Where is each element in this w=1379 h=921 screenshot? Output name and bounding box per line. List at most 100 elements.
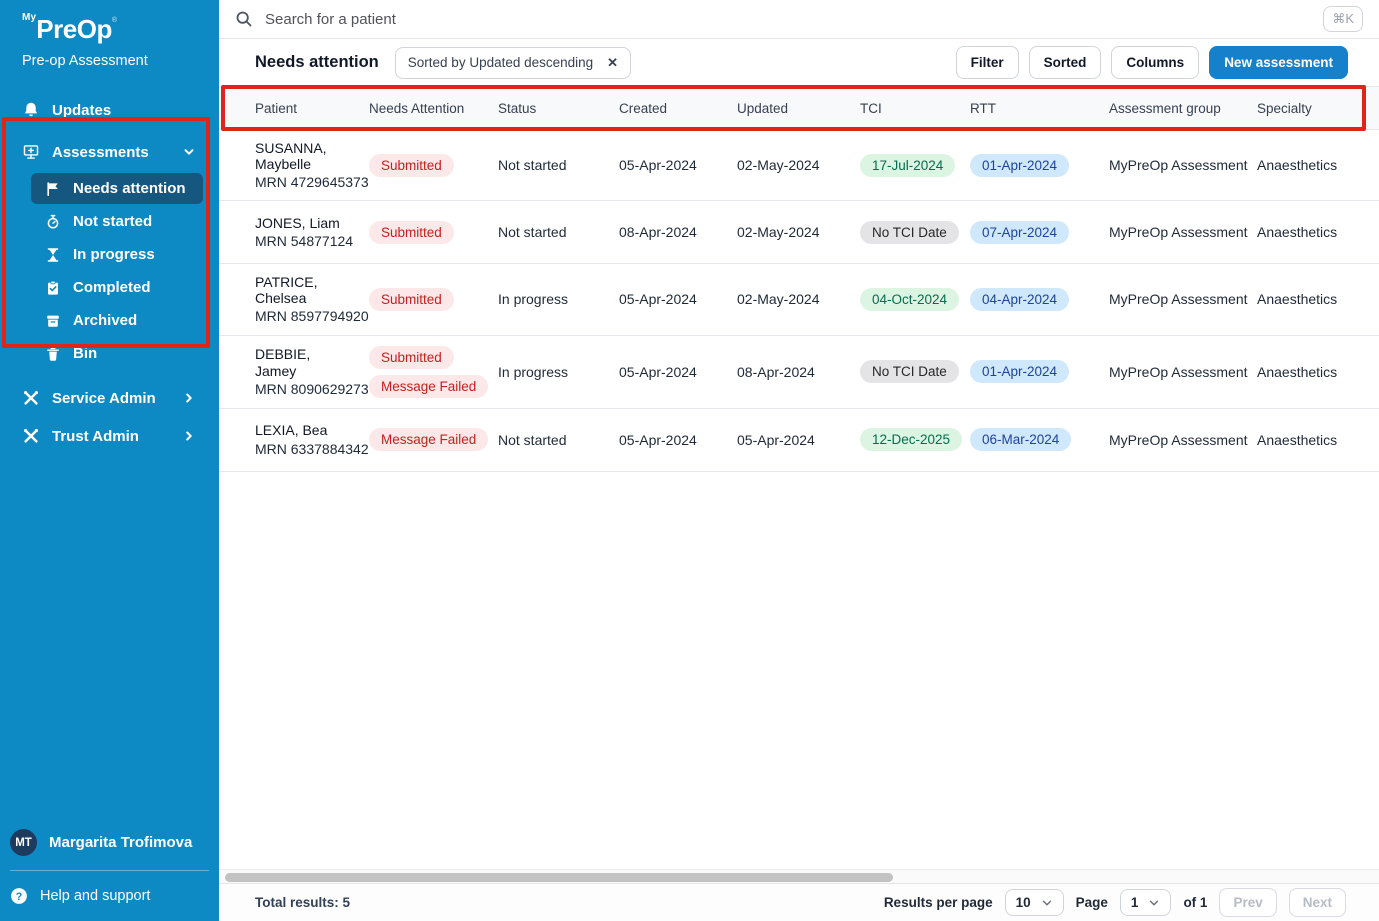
column-header[interactable]: Specialty bbox=[1257, 100, 1312, 116]
sidebar-item-needs-attention[interactable]: Needs attention bbox=[31, 173, 203, 204]
tci-cell: No TCI Date bbox=[860, 220, 970, 244]
column-header[interactable]: Created bbox=[619, 100, 668, 116]
updated-cell: 08-Apr-2024 bbox=[737, 363, 815, 380]
pagination-controls: Results per page 10 Page 1 of 1 Prev Nex… bbox=[884, 888, 1346, 917]
rtt-badge: 06-Mar-2024 bbox=[970, 428, 1072, 452]
content-spacer bbox=[219, 472, 1379, 869]
created-cell: 05-Apr-2024 bbox=[619, 431, 697, 448]
sort-chip[interactable]: Sorted by Updated descending ✕ bbox=[394, 46, 632, 79]
sidebar-item-updates[interactable]: Updates bbox=[0, 91, 219, 129]
stopwatch-icon bbox=[47, 214, 59, 229]
filter-button[interactable]: Filter bbox=[955, 46, 1019, 79]
tci-badge: 12-Dec-2025 bbox=[860, 428, 963, 452]
sidebar-item-assessments[interactable]: Assessments bbox=[0, 133, 219, 171]
search-icon bbox=[236, 11, 252, 27]
table-row[interactable]: SUSANNA, Maybelle MRN 4729645373 Submitted… bbox=[219, 130, 1379, 202]
help-and-support[interactable]: ? Help and support bbox=[0, 873, 219, 921]
column-header[interactable]: RTT bbox=[970, 100, 996, 116]
patient-mrn: MRN 4729645373 bbox=[255, 174, 369, 191]
assessment-group-cell: MyPreOp Assessment bbox=[1109, 431, 1248, 448]
sidebar-item-bin[interactable]: Bin bbox=[31, 338, 203, 369]
sidebar-item-label: Service Admin bbox=[52, 389, 156, 407]
table-row[interactable]: PATRICE, Chelsea MRN 8597794920 Submitted I… bbox=[219, 264, 1379, 336]
status-cell: Not started bbox=[498, 157, 567, 174]
specialty-cell: Anaesthetics bbox=[1257, 291, 1338, 308]
chip-close-icon[interactable]: ✕ bbox=[607, 54, 619, 70]
updated-cell: 05-Apr-2024 bbox=[737, 431, 815, 448]
tci-cell: 17-Jul-2024 bbox=[860, 153, 970, 177]
sorted-button[interactable]: Sorted bbox=[1028, 46, 1102, 79]
sidebar-item-label: Bin bbox=[73, 345, 98, 362]
tci-cell: 12-Dec-2025 bbox=[860, 428, 970, 452]
sidebar-item-label: In progress bbox=[73, 246, 155, 263]
tci-badge: 04-Oct-2024 bbox=[860, 287, 960, 311]
patient-cell: LEXIA, Bea MRN 6337884342 bbox=[255, 422, 369, 456]
bell-icon bbox=[24, 102, 38, 117]
created-cell: 05-Apr-2024 bbox=[619, 157, 697, 174]
sidebar-item-label: Needs attention bbox=[73, 180, 186, 197]
column-header[interactable]: Updated bbox=[737, 100, 789, 116]
assessment-group-cell: MyPreOp Assessment bbox=[1109, 291, 1248, 308]
sidebar-item-service-admin[interactable]: Service Admin bbox=[0, 379, 219, 417]
needs-attention-cell: Submitted bbox=[369, 287, 498, 311]
app-subtitle: Pre-op Assessment bbox=[22, 53, 148, 69]
patient-name: DEBBIE, Jamey bbox=[255, 346, 311, 379]
next-page-button[interactable]: Next bbox=[1288, 888, 1346, 917]
archive-icon bbox=[47, 315, 59, 327]
sidebar-item-label: Not started bbox=[73, 213, 153, 230]
needs-attention-cell: Submitted bbox=[369, 220, 498, 244]
search-input[interactable] bbox=[265, 10, 1312, 28]
column-header[interactable]: Status bbox=[498, 100, 537, 116]
tci-cell: 04-Oct-2024 bbox=[860, 287, 970, 311]
status-cell: In progress bbox=[498, 291, 569, 308]
table-row[interactable]: LEXIA, Bea MRN 6337884342 Message Failed No… bbox=[219, 409, 1379, 472]
page-value: 1 bbox=[1130, 895, 1139, 910]
column-header[interactable]: Patient bbox=[255, 100, 298, 116]
table-row[interactable]: JONES, Liam MRN 54877124 Submitted Not star… bbox=[219, 201, 1379, 265]
flag-icon bbox=[47, 181, 58, 196]
sidebar-item-not-started[interactable]: Not started bbox=[31, 206, 203, 237]
patient-mrn: MRN 6337884342 bbox=[255, 440, 369, 457]
patient-cell: SUSANNA, Maybelle MRN 4729645373 bbox=[255, 140, 369, 190]
column-header[interactable]: TCI bbox=[860, 100, 882, 116]
columns-button[interactable]: Columns bbox=[1111, 46, 1200, 79]
specialty-cell: Anaesthetics bbox=[1257, 363, 1338, 380]
sidebar-item-label: Completed bbox=[73, 279, 151, 296]
updated-cell: 02-May-2024 bbox=[737, 157, 820, 174]
rtt-cell: 07-Apr-2024 bbox=[970, 220, 1109, 244]
column-header[interactable]: Needs Attention bbox=[369, 100, 465, 116]
sidebar: MyPreOp® Pre-op Assessment Updates Asses… bbox=[0, 0, 219, 921]
results-per-page-select[interactable]: 10 bbox=[1004, 889, 1064, 916]
user-menu[interactable]: MT Margarita Trofimova bbox=[0, 817, 219, 868]
logo-trademark: ® bbox=[111, 17, 117, 24]
table-row[interactable]: DEBBIE, Jamey MRN 8090629273 Submitted Mess… bbox=[219, 336, 1379, 409]
horizontal-scrollbar-track[interactable] bbox=[219, 869, 1379, 884]
chevron-right-icon bbox=[186, 393, 192, 403]
needs-attention-badge: Message Failed bbox=[369, 374, 489, 398]
new-assessment-button[interactable]: New assessment bbox=[1209, 46, 1348, 79]
per-page-value: 10 bbox=[1015, 895, 1031, 910]
table-body: SUSANNA, Maybelle MRN 4729645373 Submitted… bbox=[219, 130, 1379, 472]
page-label: Page bbox=[1075, 895, 1108, 910]
rtt-cell: 01-Apr-2024 bbox=[970, 360, 1109, 384]
sidebar-item-archived[interactable]: Archived bbox=[31, 305, 203, 336]
keyboard-shortcut-badge: ⌘K bbox=[1323, 6, 1363, 32]
sidebar-item-label: Archived bbox=[73, 312, 138, 329]
patient-mrn: MRN 54877124 bbox=[255, 233, 354, 250]
sidebar-item-trust-admin[interactable]: Trust Admin bbox=[0, 417, 219, 455]
rtt-cell: 01-Apr-2024 bbox=[970, 153, 1109, 177]
sidebar-item-label: Trust Admin bbox=[52, 427, 139, 445]
sidebar-item-label: Assessments bbox=[52, 143, 149, 161]
sidebar-item-in-progress[interactable]: In progress bbox=[31, 239, 203, 270]
page-select[interactable]: 1 bbox=[1119, 889, 1172, 916]
rtt-badge: 07-Apr-2024 bbox=[970, 220, 1070, 244]
updated-cell: 02-May-2024 bbox=[737, 224, 820, 241]
sidebar-item-completed[interactable]: Completed bbox=[31, 272, 203, 303]
column-header[interactable]: Assessment group bbox=[1109, 100, 1221, 116]
question-circle-icon: ? bbox=[11, 888, 27, 904]
sidebar-divider bbox=[10, 870, 209, 871]
prev-page-button[interactable]: Prev bbox=[1219, 888, 1277, 917]
help-label: Help and support bbox=[40, 888, 151, 904]
assessments-group: Assessments Needs attention Not started bbox=[0, 129, 219, 379]
horizontal-scrollbar-thumb[interactable] bbox=[225, 873, 893, 882]
